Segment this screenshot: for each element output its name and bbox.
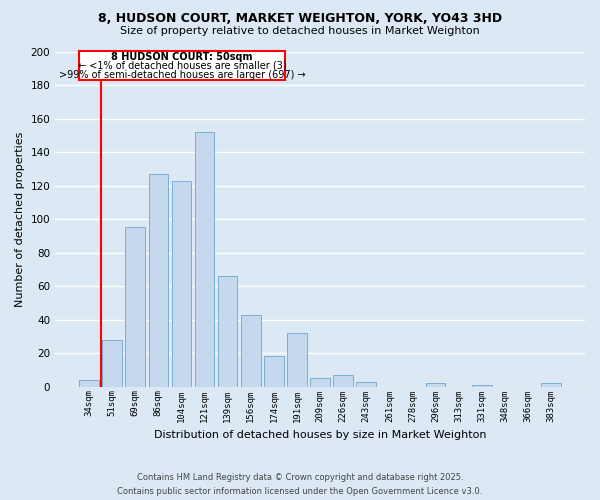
- Bar: [541, 384, 561, 386]
- X-axis label: Distribution of detached houses by size in Market Weighton: Distribution of detached houses by size …: [154, 430, 487, 440]
- Text: 8 HUDSON COURT: 50sqm: 8 HUDSON COURT: 50sqm: [112, 52, 253, 62]
- Text: Size of property relative to detached houses in Market Weighton: Size of property relative to detached ho…: [120, 26, 480, 36]
- Bar: [172, 180, 191, 386]
- Bar: [472, 385, 491, 386]
- Bar: [218, 276, 238, 386]
- Bar: [241, 314, 260, 386]
- Bar: [426, 384, 445, 386]
- Text: ← <1% of detached houses are smaller (3): ← <1% of detached houses are smaller (3): [78, 60, 286, 70]
- Text: Contains public sector information licensed under the Open Government Licence v3: Contains public sector information licen…: [118, 486, 482, 496]
- Y-axis label: Number of detached properties: Number of detached properties: [15, 132, 25, 307]
- Bar: [310, 378, 330, 386]
- Bar: [264, 356, 284, 386]
- Bar: [287, 333, 307, 386]
- Bar: [79, 52, 286, 80]
- Bar: [79, 380, 99, 386]
- Bar: [149, 174, 168, 386]
- Text: >99% of semi-detached houses are larger (697) →: >99% of semi-detached houses are larger …: [59, 70, 305, 80]
- Text: Contains HM Land Registry data © Crown copyright and database right 2025.: Contains HM Land Registry data © Crown c…: [137, 473, 463, 482]
- Text: 8, HUDSON COURT, MARKET WEIGHTON, YORK, YO43 3HD: 8, HUDSON COURT, MARKET WEIGHTON, YORK, …: [98, 12, 502, 26]
- Bar: [356, 382, 376, 386]
- Bar: [125, 228, 145, 386]
- Bar: [334, 375, 353, 386]
- Bar: [103, 340, 122, 386]
- Bar: [195, 132, 214, 386]
